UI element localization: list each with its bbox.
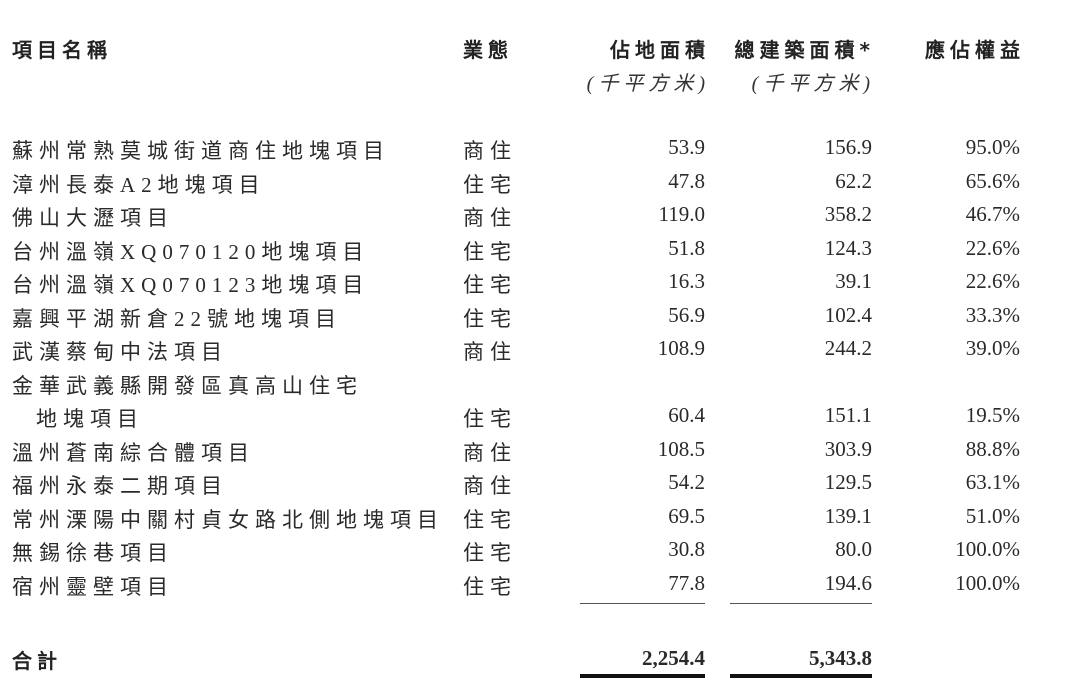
gfa-value: 39.1 — [835, 269, 872, 293]
interest-value: 22.6% — [965, 269, 1020, 293]
site-area-value: 108.9 — [657, 336, 705, 360]
project-type: 商住 — [463, 139, 517, 163]
gfa-value: 129.5 — [824, 470, 872, 494]
gfa-value: 151.1 — [824, 403, 872, 427]
total-label: 合計 — [12, 649, 62, 673]
project-type: 商住 — [463, 474, 517, 498]
gfa-value: 194.6 — [824, 570, 872, 595]
project-name: 武漢蔡甸中法項目 — [12, 340, 228, 364]
interest-value: 19.5% — [965, 403, 1020, 427]
header-gfa: 總建築面積* — [734, 38, 875, 62]
interest-value: 88.8% — [965, 436, 1020, 461]
project-name: 福州永泰二期項目 — [12, 474, 228, 498]
gfa-value: 80.0 — [835, 537, 872, 561]
gfa-value: 303.9 — [824, 436, 872, 461]
project-type: 住宅 — [463, 306, 517, 331]
project-name: 常州溧陽中關村貞女路北側地塊項目 — [12, 507, 444, 532]
project-name: 金華武義縣開發區真高山住宅 — [12, 373, 363, 398]
project-name: 台州溫嶺XQ070123地塊項目 — [12, 273, 370, 297]
project-name: 溫州蒼南綜合體項目 — [12, 440, 255, 465]
interest-value: 22.6% — [965, 235, 1020, 260]
total-rule-site-area — [580, 674, 705, 678]
gfa-value: 139.1 — [824, 503, 872, 528]
project-type: 住宅 — [463, 574, 517, 599]
project-type: 住宅 — [463, 541, 517, 565]
project-name-continued: 地塊項目 — [36, 407, 144, 431]
header-type: 業態 — [463, 38, 513, 62]
header-site-area-unit: (千平方米) — [586, 73, 710, 95]
subtotal-rule-gfa — [730, 603, 872, 604]
total-site-area: 2,254.4 — [642, 646, 705, 670]
project-name: 蘇州常熟莫城街道商住地塊項目 — [12, 139, 390, 163]
header-project-name: 項目名稱 — [12, 38, 112, 62]
project-type: 住宅 — [463, 273, 517, 297]
project-name: 台州溫嶺XQ070120地塊項目 — [12, 239, 370, 264]
site-area-value: 53.9 — [668, 135, 705, 159]
interest-value: 33.3% — [965, 302, 1020, 327]
site-area-value: 16.3 — [668, 269, 705, 293]
interest-value: 63.1% — [965, 470, 1020, 494]
interest-value: 39.0% — [965, 336, 1020, 360]
site-area-value: 51.8 — [668, 235, 705, 260]
site-area-value: 69.5 — [668, 503, 705, 528]
gfa-value: 156.9 — [824, 135, 872, 159]
gfa-value: 102.4 — [824, 302, 872, 327]
project-name: 無錫徐巷項目 — [12, 541, 174, 565]
project-type: 住宅 — [463, 239, 517, 264]
subtotal-rule-site-area — [580, 603, 705, 604]
project-type: 住宅 — [463, 172, 517, 197]
total-rule-gfa — [730, 674, 872, 678]
header-site-area: 佔地面積 — [610, 38, 710, 62]
interest-value: 46.7% — [965, 202, 1020, 226]
project-type: 商住 — [463, 340, 517, 364]
interest-value: 100.0% — [955, 537, 1020, 561]
site-area-value: 60.4 — [668, 403, 705, 427]
project-type: 商住 — [463, 440, 517, 465]
site-area-value: 108.5 — [657, 436, 705, 461]
total-gfa: 5,343.8 — [809, 646, 872, 670]
interest-value: 100.0% — [955, 570, 1020, 595]
project-name: 漳州長泰A2地塊項目 — [12, 172, 266, 197]
gfa-value: 244.2 — [824, 336, 872, 360]
gfa-value: 358.2 — [824, 202, 872, 226]
project-name: 嘉興平湖新倉22號地塊項目 — [12, 306, 342, 331]
site-area-value: 56.9 — [668, 302, 705, 327]
project-type: 住宅 — [463, 407, 517, 431]
site-area-value: 119.0 — [658, 202, 705, 226]
interest-value: 65.6% — [965, 168, 1020, 193]
header-gfa-unit: (千平方米) — [751, 73, 875, 95]
site-area-value: 77.8 — [668, 570, 705, 595]
site-area-value: 47.8 — [668, 168, 705, 193]
interest-value: 51.0% — [965, 503, 1020, 528]
header-interest: 應佔權益 — [925, 38, 1025, 62]
gfa-value: 62.2 — [835, 168, 872, 193]
interest-value: 95.0% — [965, 135, 1020, 159]
gfa-value: 124.3 — [824, 235, 872, 260]
site-area-value: 54.2 — [668, 470, 705, 494]
project-name: 佛山大瀝項目 — [12, 206, 174, 230]
site-area-value: 30.8 — [668, 537, 705, 561]
project-type: 住宅 — [463, 507, 517, 532]
project-type: 商住 — [463, 206, 517, 230]
project-name: 宿州靈壁項目 — [12, 574, 174, 599]
